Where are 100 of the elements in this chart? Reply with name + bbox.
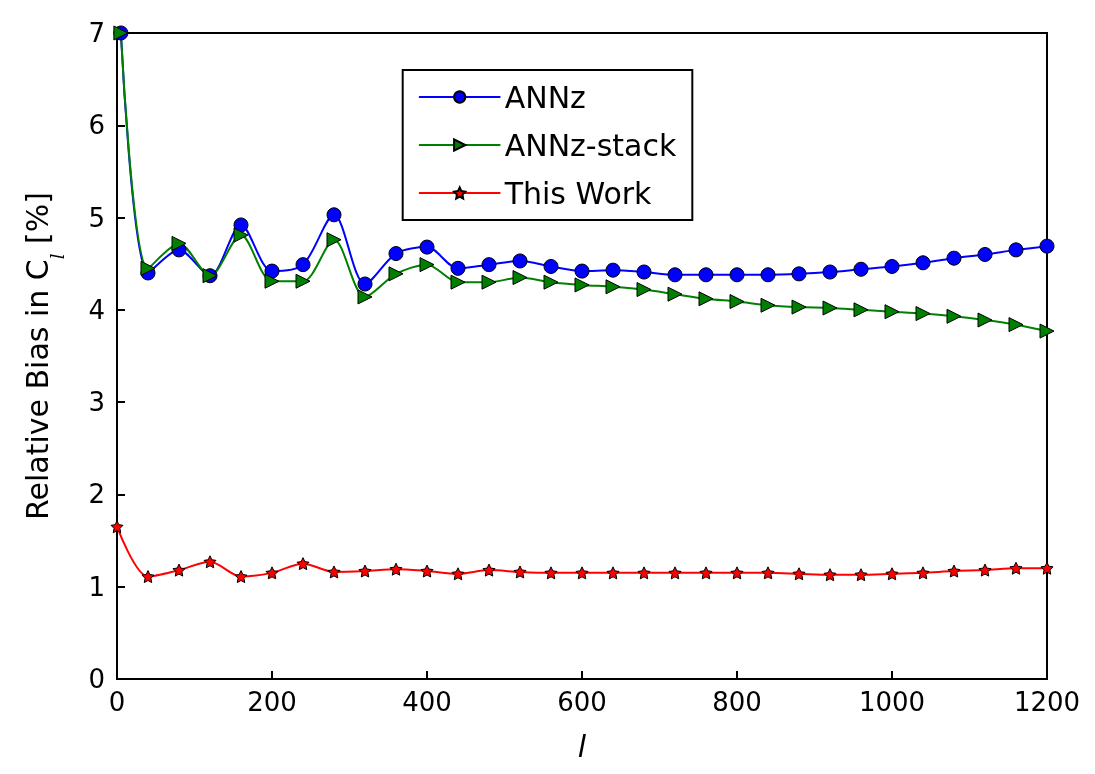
point — [358, 564, 372, 578]
y-tick-label: 3 — [88, 387, 105, 418]
x-tick-label: 600 — [557, 687, 607, 717]
point — [636, 264, 652, 280]
point — [946, 308, 962, 324]
point — [326, 232, 342, 248]
point — [605, 262, 621, 278]
point — [388, 266, 404, 282]
y-tick-label: 7 — [88, 18, 105, 48]
point — [141, 570, 155, 584]
point — [885, 567, 899, 581]
point — [823, 568, 837, 582]
legend-label: ANNz-stack — [504, 127, 677, 163]
y-tick-label: 2 — [88, 479, 105, 510]
point — [544, 566, 558, 580]
point — [264, 273, 280, 289]
legend-label: This Work — [503, 175, 653, 211]
y-tick-label: 5 — [88, 202, 105, 233]
point — [791, 266, 807, 282]
point — [915, 255, 931, 271]
point — [203, 555, 217, 569]
point — [916, 566, 930, 580]
point — [977, 312, 993, 328]
point — [730, 566, 744, 580]
point — [1039, 238, 1055, 254]
point — [854, 568, 868, 582]
point — [574, 277, 590, 293]
point — [575, 566, 589, 580]
y-tick-label: 0 — [88, 664, 105, 694]
point — [884, 304, 900, 320]
x-tick-label: 200 — [247, 687, 297, 717]
point — [822, 264, 838, 280]
point — [1040, 561, 1054, 575]
y-tick-label: 4 — [88, 294, 105, 325]
point — [482, 563, 496, 577]
point — [265, 566, 279, 580]
point — [357, 289, 373, 305]
y-tick-label: 6 — [88, 110, 105, 141]
point — [698, 267, 714, 283]
point — [110, 520, 124, 534]
point — [574, 263, 590, 279]
point — [451, 567, 465, 581]
point — [884, 258, 900, 274]
point — [668, 566, 682, 580]
point — [1009, 561, 1023, 575]
point — [450, 274, 466, 290]
point — [636, 282, 652, 298]
point — [605, 279, 621, 295]
point — [761, 566, 775, 580]
point — [357, 276, 373, 292]
legend-label: ANNz — [504, 79, 586, 115]
x-axis-title: l — [577, 728, 587, 764]
point — [296, 557, 310, 571]
point — [512, 253, 528, 269]
point — [481, 257, 497, 273]
point — [729, 267, 745, 283]
x-tick-label: 0 — [108, 687, 126, 717]
point — [760, 267, 776, 283]
point — [947, 564, 961, 578]
point — [419, 257, 435, 273]
point — [389, 562, 403, 576]
point — [512, 270, 528, 286]
x-tick-label: 400 — [402, 687, 452, 717]
point — [450, 260, 466, 276]
x-tick-label: 1200 — [1013, 687, 1081, 717]
point — [264, 263, 280, 279]
point — [667, 286, 683, 302]
point — [1039, 323, 1055, 339]
point — [140, 260, 156, 276]
point — [295, 273, 311, 289]
point — [729, 294, 745, 310]
point — [419, 239, 435, 255]
point — [481, 274, 497, 290]
point — [543, 274, 559, 290]
point — [822, 300, 838, 316]
point — [792, 567, 806, 581]
point — [946, 250, 962, 266]
point — [977, 246, 993, 262]
point — [420, 564, 434, 578]
point — [388, 246, 404, 262]
point — [543, 258, 559, 274]
point — [513, 565, 527, 579]
point — [606, 566, 620, 580]
point — [978, 563, 992, 577]
point — [171, 235, 187, 251]
point — [791, 299, 807, 315]
point — [698, 291, 714, 307]
point — [233, 227, 249, 243]
point — [667, 267, 683, 283]
x-tick-label: 800 — [712, 687, 762, 717]
point — [326, 207, 342, 223]
y-tick-label: 1 — [88, 571, 105, 602]
point — [760, 297, 776, 313]
point — [327, 565, 341, 579]
point — [853, 302, 869, 318]
point — [172, 563, 186, 577]
point — [637, 566, 651, 580]
point — [233, 217, 249, 233]
point — [915, 306, 931, 322]
point — [699, 566, 713, 580]
